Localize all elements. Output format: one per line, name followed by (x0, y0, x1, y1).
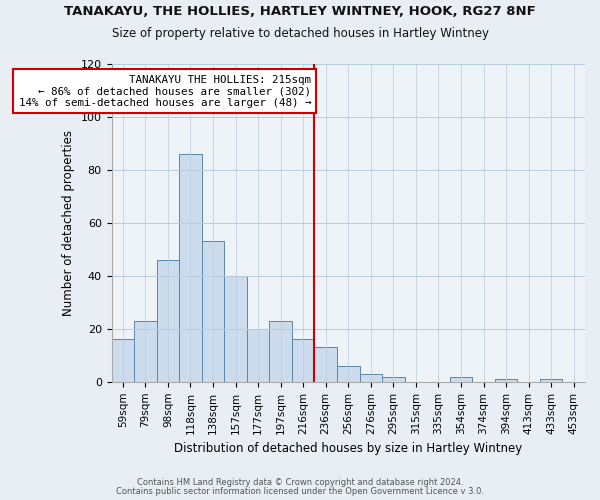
Text: Contains HM Land Registry data © Crown copyright and database right 2024.: Contains HM Land Registry data © Crown c… (137, 478, 463, 487)
Bar (495, 379, 517, 382)
Text: Contains public sector information licensed under the Open Government Licence v : Contains public sector information licen… (116, 487, 484, 496)
Bar (224, 276, 247, 382)
Bar (269, 321, 292, 382)
Bar (157, 260, 179, 382)
Y-axis label: Number of detached properties: Number of detached properties (62, 130, 75, 316)
Bar (134, 321, 157, 382)
Bar (112, 340, 134, 382)
Text: TANAKAYU THE HOLLIES: 215sqm
← 86% of detached houses are smaller (302)
14% of s: TANAKAYU THE HOLLIES: 215sqm ← 86% of de… (19, 74, 311, 108)
Bar (314, 348, 337, 382)
Bar (179, 154, 202, 382)
Bar (337, 366, 359, 382)
Bar (359, 374, 382, 382)
X-axis label: Distribution of detached houses by size in Hartley Wintney: Distribution of detached houses by size … (174, 442, 523, 455)
Bar (540, 379, 562, 382)
Text: Size of property relative to detached houses in Hartley Wintney: Size of property relative to detached ho… (112, 28, 488, 40)
Bar (292, 340, 314, 382)
Bar (202, 242, 224, 382)
Bar (247, 329, 269, 382)
Bar (382, 376, 404, 382)
Text: TANAKAYU, THE HOLLIES, HARTLEY WINTNEY, HOOK, RG27 8NF: TANAKAYU, THE HOLLIES, HARTLEY WINTNEY, … (64, 5, 536, 18)
Bar (450, 376, 472, 382)
